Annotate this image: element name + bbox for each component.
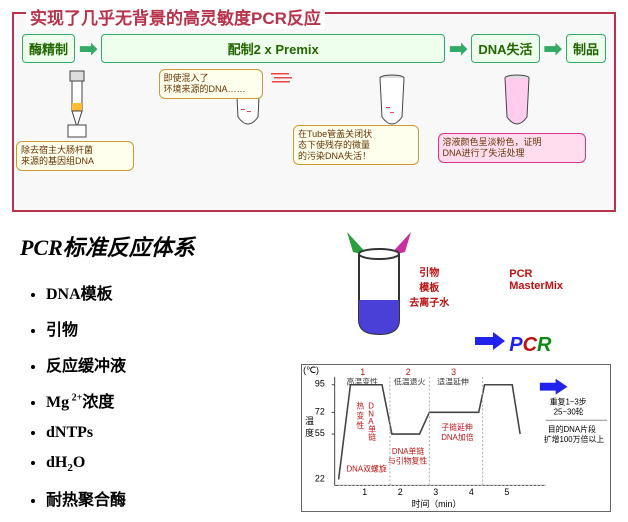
- svg-text:度: 度: [305, 427, 314, 438]
- svg-text:55: 55: [315, 428, 325, 438]
- balloon-4: 溶液颜色呈淡粉色，证明DNA进行了失活处理: [438, 133, 586, 163]
- bottom-area: PCR标准反应体系 DNA模板 引物 反应缓冲液 Mg 2+浓度 dNTPs d…: [0, 224, 628, 522]
- svg-text:重复1~3步: 重复1~3步: [550, 396, 587, 406]
- arrow-icon: ➡: [544, 36, 562, 62]
- spin-column-icon: [62, 69, 92, 139]
- stage-2: 配制2 x Premix: [101, 34, 444, 63]
- svg-text:2: 2: [406, 367, 411, 377]
- mastermix-label: PCRMasterMix: [509, 268, 563, 292]
- tube-icon: [502, 73, 532, 137]
- svg-text:性: 性: [357, 420, 365, 430]
- stage-4: 制品: [566, 34, 606, 63]
- beaker-icon: [339, 232, 419, 342]
- svg-text:扩增100万倍以上: 扩增100万倍以上: [544, 434, 605, 444]
- stage-1: 酶精制: [22, 34, 75, 63]
- stage-3: DNA失活: [471, 34, 539, 63]
- svg-text:变: 变: [357, 410, 365, 420]
- top-panel: 实现了几乎无背景的高灵敏度PCR反应 酶精制 ➡ 配制2 x Premix ➡ …: [12, 12, 616, 212]
- bullet-list: DNA模板 引物 反应缓冲液 Mg 2+浓度 dNTPs dH2O 耐热聚合酶: [20, 280, 239, 510]
- arrow-icon: ➡: [449, 36, 467, 62]
- right-column: 引物模板去离子水 PCRMasterMix PCR (℃) 95 72 55 2…: [239, 224, 608, 522]
- svg-text:链: 链: [368, 432, 376, 442]
- svg-text:DNA单链: DNA单链: [392, 446, 425, 456]
- pcr-cycle-chart: (℃) 95 72 55 22 温度 12345 时间（min） 1高温变性 2…: [301, 364, 611, 512]
- svg-text:95: 95: [315, 379, 325, 389]
- col-4: 溶液颜色呈淡粉色，证明DNA进行了失活处理: [462, 69, 607, 193]
- svg-text:与引物复性: 与引物复性: [388, 456, 427, 466]
- svg-text:5: 5: [505, 487, 510, 497]
- primer-label: 引物模板去离子水: [409, 264, 449, 309]
- pcr-logo: PCR: [509, 334, 551, 357]
- svg-text:22: 22: [315, 473, 325, 483]
- svg-text:高温变性: 高温变性: [347, 377, 379, 387]
- col-1: 除去宿主大肠杆菌来源的基因组DNA: [22, 69, 167, 193]
- svg-text:1: 1: [363, 487, 368, 497]
- svg-text:72: 72: [315, 406, 325, 416]
- arrow-icon: [475, 332, 505, 350]
- svg-text:DNA加倍: DNA加倍: [441, 432, 474, 442]
- svg-text:目的DNA片段: 目的DNA片段: [548, 424, 596, 434]
- balloon-2: 即使混入了环境来源的DNA……: [159, 69, 263, 99]
- list-item: Mg 2+浓度: [46, 388, 239, 412]
- diagram-row: 除去宿主大肠杆菌来源的基因组DNA 即使混入了环境来源的DNA…… 在Tube管…: [14, 67, 614, 195]
- list-item: 引物: [46, 316, 239, 340]
- svg-text:3: 3: [434, 487, 439, 497]
- list-item: 反应缓冲液: [46, 352, 239, 376]
- top-title: 实现了几乎无背景的高灵敏度PCR反应: [26, 4, 325, 29]
- list-item: dNTPs: [46, 424, 239, 442]
- svg-text:3: 3: [451, 367, 456, 377]
- chart-svg: (℃) 95 72 55 22 温度 12345 时间（min） 1高温变性 2…: [302, 365, 610, 511]
- svg-text:低温退火: 低温退火: [394, 377, 426, 387]
- list-item: DNA模板: [46, 280, 239, 304]
- svg-text:4: 4: [469, 487, 474, 497]
- x-axis-label: 时间（min）: [412, 498, 462, 509]
- svg-text:2: 2: [398, 487, 403, 497]
- dna-strands-icon: [271, 71, 301, 85]
- svg-text:1: 1: [361, 367, 366, 377]
- y-axis-label: 温: [305, 416, 314, 426]
- svg-text:热: 热: [357, 400, 365, 410]
- svg-text:适温延伸: 适温延伸: [438, 377, 470, 387]
- svg-text:25~30轮: 25~30轮: [554, 406, 584, 416]
- arrow-icon: ➡: [79, 36, 97, 62]
- list-item: dH2O: [46, 454, 239, 474]
- left-column: PCR标准反应体系 DNA模板 引物 反应缓冲液 Mg 2+浓度 dNTPs d…: [20, 224, 239, 522]
- list-item: 耐热聚合酶: [46, 486, 239, 510]
- col-3: 在Tube管盖关闭状态下使残存的微量的污染DNA失活！: [315, 69, 460, 193]
- balloon-3: 在Tube管盖关闭状态下使残存的微量的污染DNA失活！: [293, 125, 419, 165]
- svg-text:子链延伸: 子链延伸: [441, 422, 473, 432]
- balloon-1: 除去宿主大肠杆菌来源的基因组DNA: [16, 141, 134, 171]
- beaker-diagram: [339, 232, 419, 347]
- svg-text:(℃): (℃): [303, 365, 319, 375]
- svg-text:DNA双螺旋: DNA双螺旋: [347, 464, 387, 474]
- section-title: PCR标准反应体系: [20, 230, 239, 262]
- col-2: 即使混入了环境来源的DNA……: [169, 69, 314, 193]
